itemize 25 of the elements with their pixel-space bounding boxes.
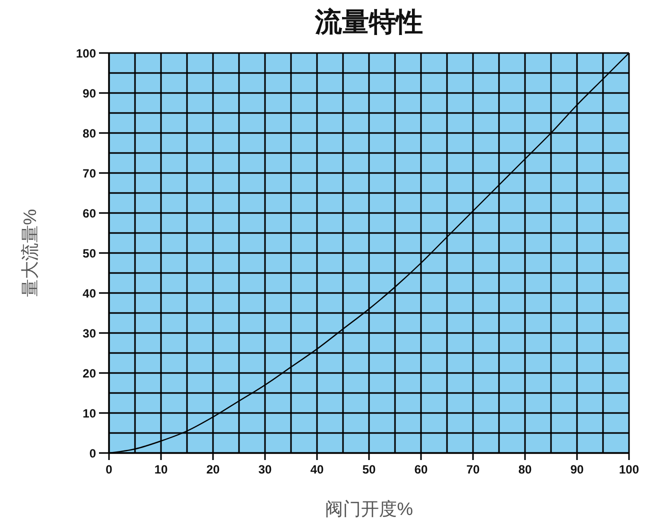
- x-tick-label: 30: [258, 462, 272, 476]
- chart-title: 流量特性: [314, 6, 424, 39]
- y-tick-label: 80: [82, 126, 96, 140]
- x-tick-label: 80: [518, 462, 532, 476]
- y-tick-label: 90: [82, 86, 96, 100]
- y-tick-label: 60: [82, 206, 96, 220]
- x-tick-label: 0: [106, 462, 113, 476]
- x-tick-label: 20: [206, 462, 220, 476]
- x-tick-label: 60: [414, 462, 428, 476]
- y-tick-label: 50: [82, 246, 96, 260]
- y-tick-label: 0: [89, 446, 96, 460]
- y-tick-label: 100: [76, 46, 96, 60]
- x-tick-label: 70: [466, 462, 480, 476]
- x-tick-label: 90: [570, 462, 584, 476]
- x-tick-label: 40: [310, 462, 324, 476]
- x-tick-label: 50: [362, 462, 376, 476]
- x-tick-label: 100: [618, 462, 640, 476]
- x-tick-label: 10: [154, 462, 168, 476]
- y-tick-label: 10: [82, 406, 96, 420]
- y-tick-label: 70: [82, 166, 96, 180]
- y-tick-label: 30: [82, 326, 96, 340]
- x-axis-title: 阀门开度%: [324, 498, 414, 521]
- y-axis-title: 量大流量%: [19, 208, 41, 300]
- y-tick-label: 20: [82, 366, 96, 380]
- y-tick-label: 40: [82, 286, 96, 300]
